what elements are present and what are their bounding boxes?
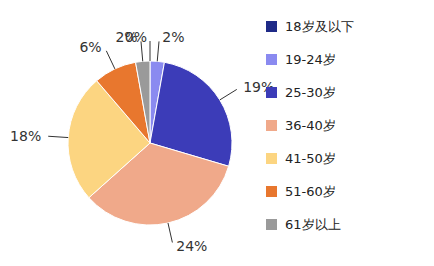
html-text:36-40岁: 36-40岁 (285, 117, 336, 133)
html-text:19-24岁: 19-24岁 (285, 51, 336, 67)
html-text:61岁以上: 61岁以上 (285, 216, 341, 232)
svg-text:2%: 2% (115, 29, 137, 45)
svg-text:18%: 18% (10, 128, 41, 144)
svg-text:2%: 2% (162, 29, 184, 45)
svg-text:19%: 19% (243, 79, 274, 95)
svg-text:6%: 6% (79, 39, 101, 55)
html-text:41-50岁: 41-50岁 (285, 150, 336, 166)
html-text:25-30岁: 25-30岁 (285, 84, 336, 100)
svg-text:24%: 24% (176, 238, 207, 254)
html-text:18岁及以下: 18岁及以下 (285, 18, 354, 34)
html-text:51-60岁: 51-60岁 (285, 183, 336, 199)
